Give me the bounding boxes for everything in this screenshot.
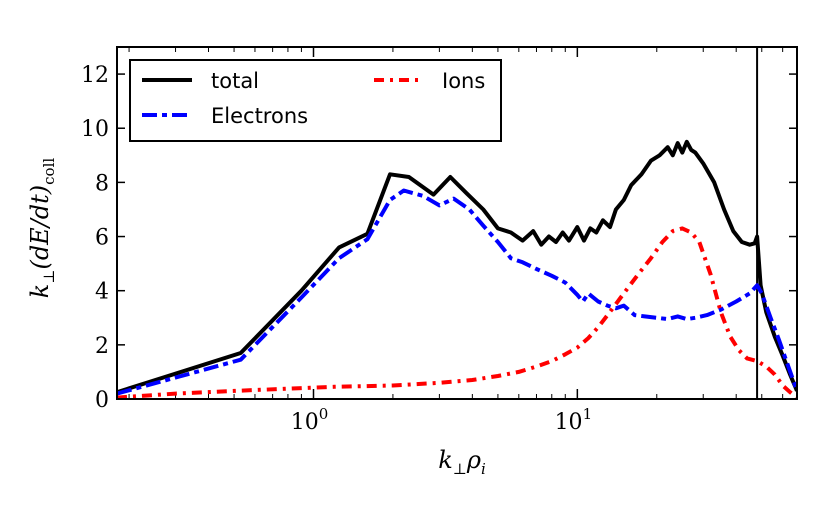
plot-area [117,47,797,399]
x-tick-label: 101 [555,405,593,435]
legend-label-electrons: Electrons [211,104,308,128]
series-line-ions [117,226,797,399]
legend-label-total: total [211,69,259,93]
y-tick-label: 2 [95,334,109,359]
y-tick-label: 12 [81,63,109,88]
y-tick-label: 8 [95,171,109,196]
y-tick-label: 10 [81,117,109,142]
legend-label-ions: Ions [442,69,485,93]
legend-box [129,59,502,142]
series-line-total [117,139,797,395]
legend: total Electrons Ions [129,59,502,142]
y-tick-label: 4 [95,280,109,305]
x-axis-label: k⊥ρi [438,446,486,478]
series-line-electrons [117,188,797,396]
axes-frame [116,46,798,400]
y-tick-label: 6 [95,226,109,251]
x-tick-label: 100 [291,405,329,435]
y-tick-label: 0 [95,388,109,413]
y-axis-label: k⊥(dE/dt)coll [26,158,58,299]
ticks: 0 2 4 6 8 10 12 100 101 [81,47,797,435]
